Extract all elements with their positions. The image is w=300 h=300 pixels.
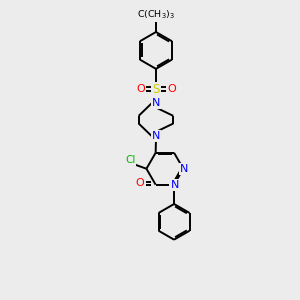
Text: N: N [152, 98, 160, 108]
Text: O: O [136, 84, 145, 94]
Text: N: N [180, 164, 188, 174]
Text: C(CH$_3$)$_3$: C(CH$_3$)$_3$ [137, 8, 175, 21]
Text: O: O [167, 84, 176, 94]
Text: O: O [136, 178, 145, 188]
Text: N: N [170, 180, 179, 190]
Text: S: S [152, 82, 160, 96]
Text: N: N [152, 131, 160, 141]
Text: Cl: Cl [125, 155, 135, 165]
